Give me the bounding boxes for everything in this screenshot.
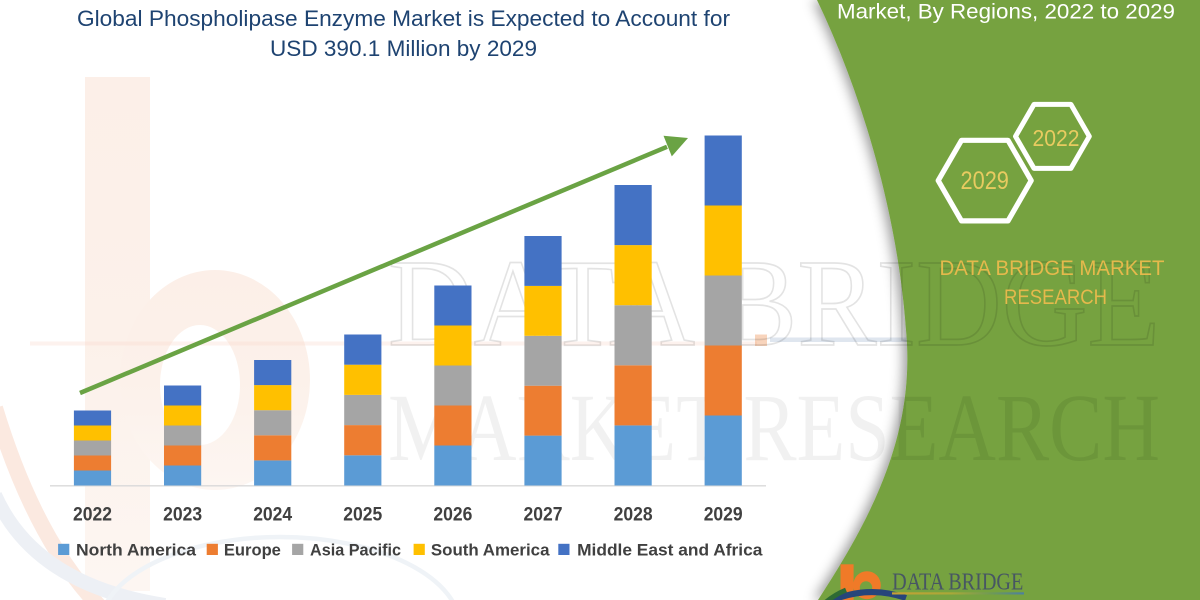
svg-text:DATA BRIDGE: DATA BRIDGE bbox=[388, 235, 1160, 373]
svg-text:2024: 2024 bbox=[253, 505, 292, 526]
svg-text:2027: 2027 bbox=[524, 505, 563, 526]
svg-text:Global Phospholipase Enzyme Ma: Global Phospholipase Enzyme Market is Ex… bbox=[77, 6, 730, 31]
svg-text:South America: South America bbox=[431, 542, 550, 560]
svg-text:2022: 2022 bbox=[73, 505, 112, 526]
svg-text:2028: 2028 bbox=[614, 505, 653, 526]
svg-text:North America: North America bbox=[76, 542, 197, 560]
svg-text:RESEARCH: RESEARCH bbox=[1004, 286, 1107, 309]
svg-text:DATA BRIDGE: DATA BRIDGE bbox=[892, 570, 1023, 596]
svg-text:DATA BRIDGE MARKET: DATA BRIDGE MARKET bbox=[940, 257, 1165, 280]
svg-text:2029: 2029 bbox=[704, 505, 743, 526]
svg-text:Middle East and Africa: Middle East and Africa bbox=[577, 542, 763, 560]
svg-text:2022: 2022 bbox=[1033, 125, 1080, 151]
svg-text:USD 390.1 Million by 2029: USD 390.1 Million by 2029 bbox=[270, 36, 537, 61]
svg-text:Market, By Regions, 2022 to 20: Market, By Regions, 2022 to 2029 bbox=[837, 1, 1175, 24]
svg-text:2029: 2029 bbox=[961, 167, 1009, 195]
svg-text:2026: 2026 bbox=[433, 505, 472, 526]
svg-text:MARKET RESEARCH: MARKET RESEARCH bbox=[388, 374, 1160, 481]
svg-text:Europe: Europe bbox=[224, 542, 281, 560]
svg-text:2023: 2023 bbox=[163, 505, 202, 526]
svg-text:MARKET RESEARCH: MARKET RESEARCH bbox=[896, 598, 1022, 600]
svg-text:2025: 2025 bbox=[343, 505, 382, 526]
svg-text:Asia Pacific: Asia Pacific bbox=[310, 542, 401, 560]
